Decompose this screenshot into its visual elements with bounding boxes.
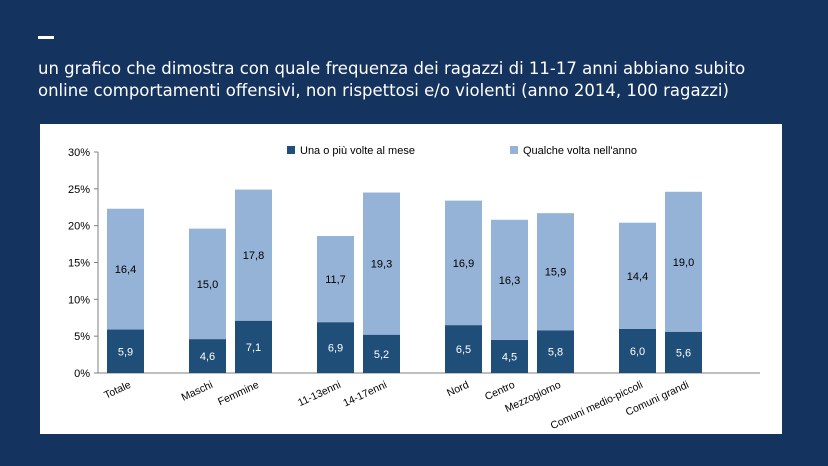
y-tick-label: 10% — [68, 294, 90, 306]
y-tick-label: 20% — [68, 221, 90, 233]
y-tick-label: 30% — [68, 147, 90, 159]
category-label: Femmine — [216, 379, 261, 408]
chart-panel: 0% 5% 10% 15% 20% 25% 30% 5,9 16,4 Totale 4,6 15,0 M… — [40, 124, 782, 434]
data-label-yearly: 16,9 — [453, 258, 474, 270]
bar-yearly — [363, 192, 400, 335]
y-tick-label: 15% — [68, 258, 90, 270]
heading-line-2: online comportamenti offensivi, non risp… — [38, 81, 729, 100]
stacked-bar-chart: 0% 5% 10% 15% 20% 25% 30% 5,9 16,4 Totale 4,6 15,0 M… — [68, 145, 760, 432]
bar-yearly — [665, 191, 702, 332]
data-label-monthly: 5,6 — [676, 347, 691, 359]
legend-label: Qualche volta nell'anno — [523, 145, 637, 157]
data-label-yearly: 16,4 — [115, 264, 136, 276]
data-label-monthly: 6,5 — [456, 344, 471, 356]
data-label-monthly: 7,1 — [246, 342, 261, 354]
data-label-monthly: 4,6 — [200, 351, 215, 363]
data-label-monthly: 4,5 — [502, 351, 517, 363]
bar-monthly — [363, 334, 400, 373]
category-label: 11-13enni — [296, 379, 343, 409]
bar-yearly — [619, 222, 656, 329]
data-label-yearly: 11,7 — [325, 274, 346, 286]
category-label: Maschi — [180, 379, 215, 404]
y-tick-label: 5% — [74, 331, 90, 343]
bar-monthly — [235, 320, 272, 373]
data-label-yearly: 16,3 — [499, 275, 520, 287]
bar-monthly — [107, 329, 144, 373]
data-label-yearly: 17,8 — [243, 250, 264, 262]
bar-monthly — [445, 325, 482, 373]
bar-yearly — [537, 213, 574, 331]
data-label-monthly: 6,0 — [630, 346, 645, 358]
bar-yearly — [317, 235, 354, 323]
data-label-yearly: 19,3 — [371, 259, 392, 271]
category-label: Totale — [102, 379, 133, 402]
bar-monthly — [665, 331, 702, 373]
data-label-yearly: 15,9 — [545, 267, 566, 279]
data-label-monthly: 5,8 — [548, 347, 563, 359]
y-tick-label: 25% — [68, 184, 90, 196]
bar-yearly — [235, 189, 272, 321]
heading-line-1: un grafico che dimostra con quale freque… — [38, 59, 746, 78]
data-label-yearly: 15,0 — [197, 279, 218, 291]
legend-swatch — [510, 146, 518, 154]
legend-swatch — [287, 146, 295, 154]
data-label-yearly: 14,4 — [627, 271, 648, 283]
slide-heading: un grafico che dimostra con quale freque… — [38, 58, 808, 102]
bar-yearly — [107, 208, 144, 330]
bar-monthly — [619, 328, 656, 373]
bar-yearly — [491, 219, 528, 340]
bar-yearly — [189, 228, 226, 340]
bar-monthly — [189, 339, 226, 373]
category-label: Nord — [445, 379, 471, 400]
bar-monthly — [537, 330, 574, 373]
bar-yearly — [445, 200, 482, 326]
data-label-monthly: 5,9 — [118, 346, 133, 358]
data-label-monthly: 5,2 — [374, 349, 389, 361]
data-label-yearly: 19,0 — [673, 257, 694, 269]
accent-dash — [38, 36, 54, 39]
bar-monthly — [317, 322, 354, 373]
legend-label: Una o più volte al mese — [300, 145, 415, 157]
bar-monthly — [491, 339, 528, 373]
data-label-monthly: 6,9 — [328, 343, 343, 355]
y-tick-label: 0% — [74, 368, 90, 380]
category-label: 14-17enni — [341, 379, 388, 410]
